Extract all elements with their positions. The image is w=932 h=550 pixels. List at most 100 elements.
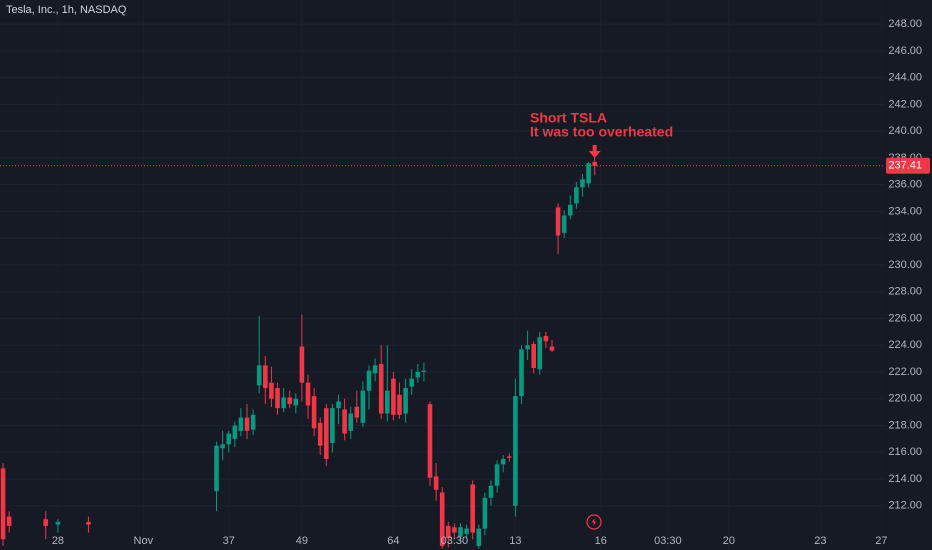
x-tick-label: 16 [595,535,607,547]
candle-body [506,456,512,458]
candle-body [433,476,439,490]
x-tick-label: 03:30 [441,535,469,547]
y-tick-label: 212.00 [888,500,922,512]
x-tick-label: 20 [723,535,735,547]
y-tick-label: 224.00 [888,339,922,351]
axes: 212.00 214.00 216.00 218.00 220.00 222.00 224.… [0,18,930,547]
y-tick-label: 226.00 [888,312,922,324]
x-tick-label: 03:30 [654,535,682,547]
candle-body [6,516,12,526]
x-tick-label: Nov [134,535,154,547]
candle-body [86,521,91,525]
candle-body [555,207,561,236]
candle-body [256,365,262,386]
candle-body [232,425,238,439]
candle-body [464,528,469,534]
y-tick-label: 236.00 [888,179,922,191]
y-tick-label: 246.00 [888,45,922,57]
candle-body [500,459,506,465]
candle-body [354,406,360,418]
candle-body [403,388,408,414]
candle-body [470,484,475,533]
candle-body [324,408,329,460]
candle-body [226,433,232,445]
candle-body [360,390,366,423]
bolt-icon [586,514,602,530]
candle-body [391,378,396,415]
candle-body [55,521,61,525]
candle-body [214,445,219,492]
x-tick-label: 13 [509,535,521,547]
y-tick-label: 228.00 [888,286,922,298]
candle-body [421,370,427,373]
annotation-text: Short TSLA [530,110,607,126]
candle-body [549,346,555,351]
y-tick-label: 240.00 [888,125,922,137]
y-tick-label: 248.00 [888,18,922,30]
candle-body [244,417,250,431]
y-tick-label: 234.00 [888,205,922,217]
x-tick-label: 49 [296,535,308,547]
candle-body [299,346,305,383]
candle-body [531,343,536,369]
candle-body [415,372,421,378]
candle-body [281,397,286,409]
candle-body [263,365,268,389]
candle-body [336,401,341,409]
candle-body [287,397,293,405]
candle-body [220,444,225,449]
candle-body [269,382,274,399]
x-tick-label: 27 [875,535,887,547]
candle-body [372,365,378,374]
last-price-box [886,157,930,174]
y-tick-label: 214.00 [888,473,922,485]
candle-body [348,413,354,431]
candle-body [317,422,323,446]
candle-body [305,382,311,406]
y-tick-label: 220.00 [888,393,922,405]
candle-body [342,409,347,434]
x-tick-label: 23 [814,535,826,547]
candle-body [519,349,524,397]
candle-body [458,527,463,537]
candle-body [592,161,597,166]
candle-body [366,370,372,391]
candle-body [385,390,390,414]
candle-body [397,394,402,415]
y-tick-label: 218.00 [888,419,922,431]
y-tick-label: 216.00 [888,446,922,458]
candle-body [378,363,384,414]
y-tick-label: 242.00 [888,98,922,110]
annotation-arrow [588,145,601,158]
x-tick-label: 64 [387,535,399,547]
candle-body [567,204,573,216]
candle-body [513,396,518,506]
candle-body [476,528,482,546]
y-tick-label: 222.00 [888,366,922,378]
candle-body [445,525,451,538]
candle-body [488,485,494,498]
y-tick-label: 232.00 [888,232,922,244]
annotation-text: It was too overheated [530,124,673,140]
candle-body [238,417,244,431]
candle-body [482,497,488,529]
candle-body [311,396,317,429]
candle-body [293,398,299,406]
y-tick-label: 244.00 [888,72,922,84]
x-tick-label: 37 [223,535,235,547]
chart-title: Tesla, Inc., 1h, NASDAQ [6,4,127,16]
last-price-label: 237.41 [888,160,922,172]
candle-body [409,378,414,387]
candle-body [330,408,335,443]
x-tick-label: 28 [52,535,64,547]
candle-body [250,414,256,430]
candle-body [561,215,567,233]
y-tick-label: 230.00 [888,259,922,271]
grid [0,23,885,507]
candle-body [574,187,579,204]
candle-body [537,337,543,370]
candle-body [275,388,280,409]
candle-body [452,527,457,533]
